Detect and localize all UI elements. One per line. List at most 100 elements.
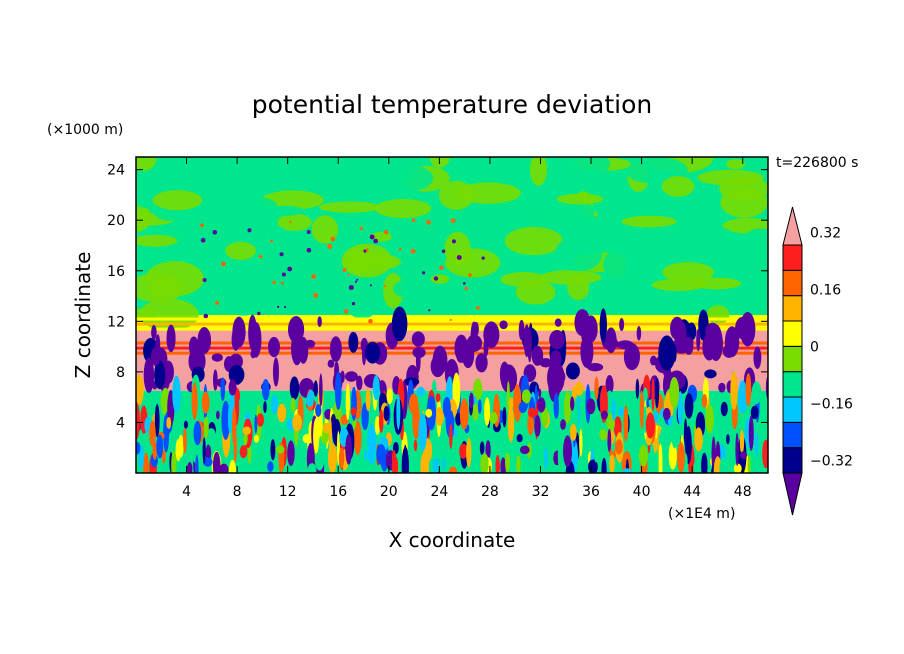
- field-patch: [228, 289, 259, 316]
- field-streak: [574, 382, 584, 396]
- field-streak: [521, 389, 531, 404]
- field-plume: [554, 318, 562, 327]
- colorbar-swatch: [782, 447, 803, 474]
- field-streak: [292, 414, 303, 432]
- field-plume: [356, 375, 363, 391]
- field-streak: [740, 451, 747, 460]
- field-streak: [376, 444, 387, 465]
- field-patch: [136, 234, 178, 247]
- field-plume: [466, 334, 483, 352]
- x-tick-label: 44: [683, 484, 701, 500]
- field-speck: [476, 305, 480, 310]
- field-streak: [477, 399, 482, 414]
- field-streak: [345, 383, 350, 421]
- field-patch: [345, 286, 380, 319]
- field-streak: [677, 390, 684, 425]
- field-patch: [651, 278, 706, 292]
- field-patch: [726, 159, 746, 170]
- field-plume: [298, 336, 309, 364]
- x-tick-label: 24: [430, 484, 448, 500]
- field-streak: [365, 388, 371, 412]
- field-streak: [553, 393, 560, 420]
- field-streak: [183, 420, 188, 429]
- field-streak: [569, 423, 577, 441]
- field-plume: [197, 326, 212, 355]
- field-plume: [623, 343, 641, 371]
- field-plume: [327, 359, 335, 368]
- field-streak: [420, 452, 429, 473]
- field-streak: [314, 447, 325, 471]
- field-plume: [391, 306, 408, 342]
- field-streak: [469, 392, 474, 409]
- field-streak: [448, 466, 458, 473]
- x-tick-label: 32: [532, 484, 550, 500]
- field-streak: [149, 420, 156, 447]
- field-streak: [391, 455, 399, 473]
- field-streak: [335, 371, 342, 411]
- field-streak: [459, 398, 469, 430]
- field-streak: [412, 400, 420, 440]
- colorbar-swatch: [782, 320, 803, 347]
- field-patch: [739, 228, 768, 264]
- field-plume: [518, 319, 525, 341]
- field-speck: [383, 229, 389, 235]
- field-streak: [671, 415, 678, 449]
- field-streak: [270, 439, 276, 461]
- field-speck: [311, 274, 316, 279]
- field-streak: [516, 434, 523, 443]
- field-streak: [719, 457, 728, 473]
- field-speck: [369, 234, 375, 240]
- field-plume: [473, 321, 479, 337]
- colorbar-swatch: [782, 396, 803, 423]
- field-streak: [403, 444, 408, 473]
- field-streak: [662, 407, 671, 421]
- x-axis-title: X coordinate: [389, 528, 516, 552]
- y-tick-label: 20: [107, 213, 125, 229]
- field-streak: [611, 397, 616, 421]
- field-streak: [313, 380, 318, 397]
- field-streak: [267, 461, 274, 472]
- field-speck: [257, 311, 261, 316]
- x-tick-label: 20: [380, 484, 398, 500]
- field-streak: [677, 441, 685, 473]
- field-streak: [479, 441, 485, 455]
- field-streak: [513, 384, 522, 423]
- field-patch: [556, 193, 604, 205]
- field-speck: [359, 226, 364, 231]
- field-streak: [534, 414, 541, 437]
- field-streak: [615, 439, 623, 455]
- field-streak: [489, 411, 498, 424]
- field-streak: [319, 373, 323, 407]
- field-streak: [442, 443, 451, 461]
- field-plume: [658, 335, 676, 371]
- x-tick-label: 16: [329, 484, 347, 500]
- field-streak: [372, 375, 380, 401]
- field-patch: [612, 287, 677, 310]
- field-streak: [669, 377, 680, 409]
- colorbar-swatch: [782, 244, 803, 271]
- field-plume: [151, 347, 161, 366]
- y-tick-label: 24: [107, 163, 125, 179]
- field-patch: [187, 201, 250, 211]
- field-streak: [187, 462, 193, 473]
- x-tick-label: 12: [279, 484, 297, 500]
- colorbar-tick-label: 0.16: [810, 282, 841, 298]
- field-plume: [272, 357, 279, 387]
- field-plume: [605, 375, 614, 395]
- field-streak: [287, 440, 295, 467]
- field-plume: [211, 353, 223, 362]
- field-streak: [228, 379, 237, 396]
- field-plume: [500, 364, 518, 393]
- field-plume: [344, 371, 358, 382]
- field-streak: [386, 387, 393, 404]
- field-speck: [464, 286, 468, 291]
- field-streak: [195, 454, 199, 473]
- field-speck: [369, 284, 372, 287]
- field-patch: [383, 272, 404, 309]
- field-speck: [462, 282, 466, 285]
- field-speck: [439, 265, 444, 270]
- field-streak: [270, 395, 279, 415]
- field-streak: [516, 455, 521, 473]
- field-plume: [753, 346, 762, 370]
- field-streak: [143, 452, 149, 473]
